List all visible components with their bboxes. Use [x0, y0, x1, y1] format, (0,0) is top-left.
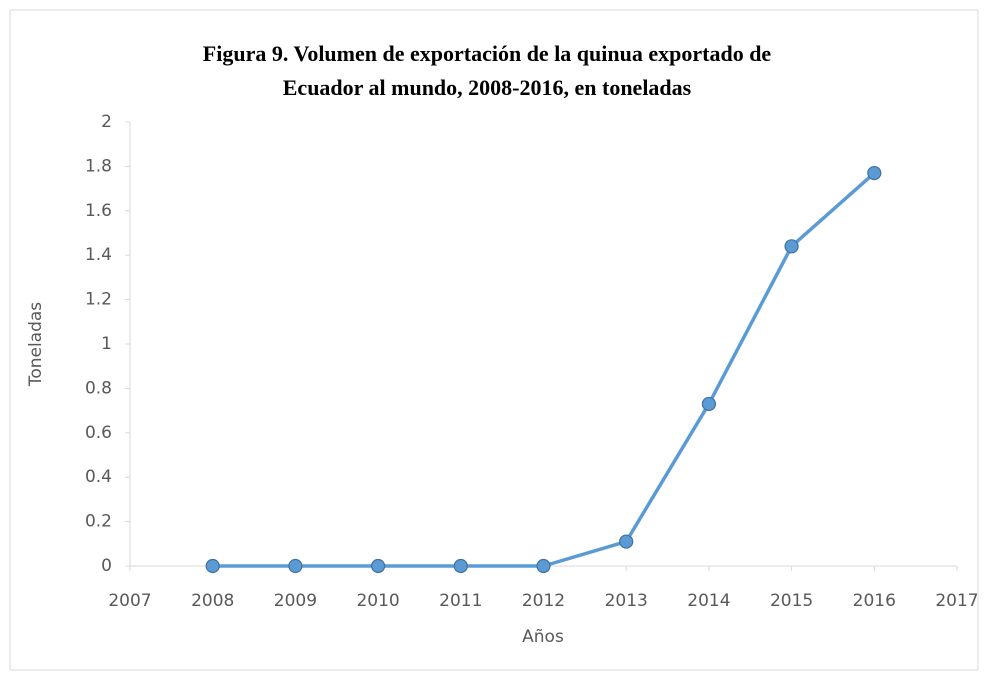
- y-tick-label: 1.4: [85, 245, 112, 265]
- x-tick-label: 2013: [605, 591, 648, 611]
- x-tick-label: 2014: [687, 591, 730, 611]
- data-point: [701, 396, 717, 412]
- x-tick-label: 2008: [191, 591, 234, 611]
- y-tick-label: 0: [101, 556, 112, 576]
- x-tick-label: 2010: [356, 591, 399, 611]
- y-tick-label: 2: [101, 112, 112, 132]
- y-tick-label: 1.8: [85, 156, 112, 176]
- chart-frame: [9, 9, 979, 671]
- data-point: [205, 558, 220, 574]
- y-tick-label: 0.8: [85, 378, 112, 398]
- x-tick-label: 2016: [853, 591, 896, 611]
- y-tick-label: 1: [101, 334, 112, 354]
- x-tick-label: 2007: [108, 591, 151, 611]
- data-point: [867, 165, 882, 181]
- y-tick-label: 1.6: [85, 201, 112, 221]
- x-tick-label: 2017: [935, 591, 978, 611]
- x-tick-label: 2009: [274, 591, 317, 611]
- y-tick-label: 0.6: [85, 423, 112, 443]
- chart-title: Figura 9. Volumen de exportación de la q…: [203, 41, 772, 66]
- y-tick-label: 0.4: [85, 467, 112, 487]
- data-point: [619, 534, 634, 549]
- x-axis-label: Años: [522, 627, 564, 647]
- data-point: [371, 558, 386, 574]
- data-point: [784, 239, 799, 254]
- x-tick-label: 2012: [522, 591, 565, 611]
- x-tick-label: 2011: [439, 591, 482, 611]
- y-tick-label: 0.2: [85, 512, 112, 532]
- x-tick-label: 2015: [770, 591, 813, 611]
- y-tick-label: 1.2: [85, 290, 112, 310]
- data-point: [536, 558, 551, 574]
- y-axis-label: Toneladas: [26, 302, 46, 387]
- chart-title: Ecuador al mundo, 2008-2016, en tonelada…: [283, 75, 692, 100]
- data-point: [288, 558, 303, 574]
- data-point: [453, 558, 468, 574]
